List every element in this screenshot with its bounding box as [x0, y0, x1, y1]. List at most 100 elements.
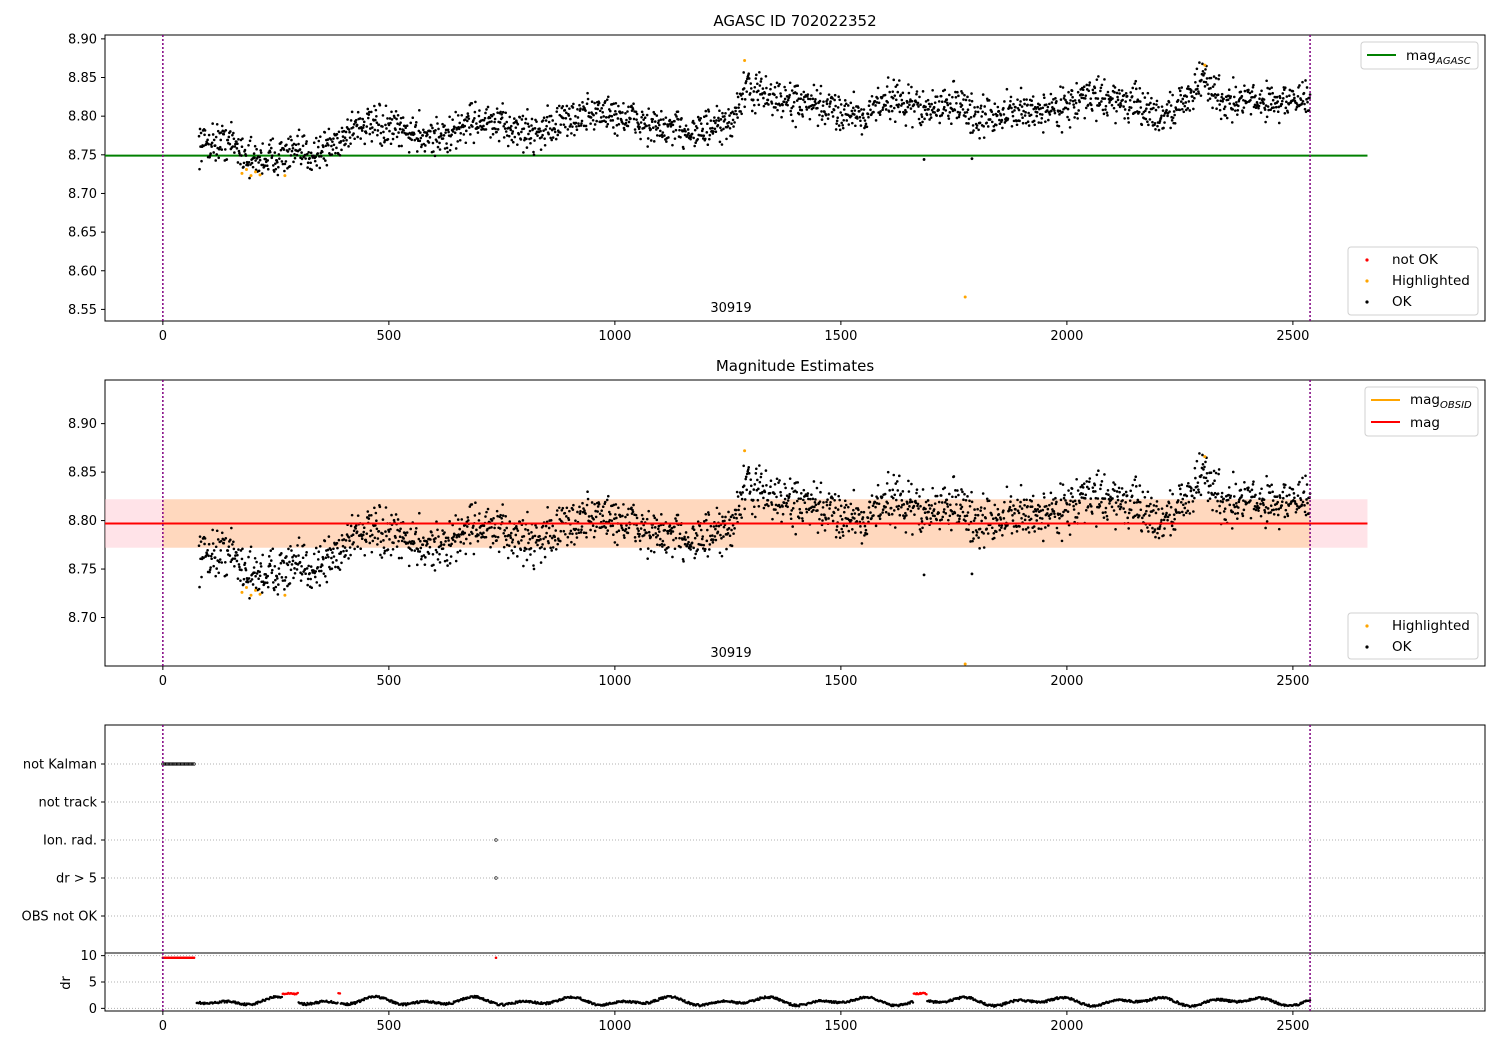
ok-point [775, 81, 779, 85]
ok-point [515, 524, 518, 528]
ok-point [306, 166, 309, 169]
ok-point [1263, 508, 1266, 512]
ok-point [971, 131, 974, 134]
ok-point [819, 490, 822, 494]
ok-point [484, 515, 487, 518]
ok-point [960, 103, 964, 107]
ok-point [1112, 106, 1116, 110]
ok-point [672, 538, 675, 542]
ok-point [382, 539, 385, 542]
ok-point [1275, 95, 1279, 99]
ok-point [532, 564, 535, 567]
ok-point [749, 82, 753, 85]
ok-point [1199, 493, 1203, 497]
ok-point [886, 101, 889, 104]
ok-point [327, 143, 330, 147]
ok-point [1024, 111, 1027, 114]
ok-point [1020, 113, 1023, 116]
ok-point [968, 504, 972, 508]
ok-point [853, 517, 856, 520]
ok-point [1020, 105, 1024, 108]
ok-point [1175, 511, 1178, 514]
ok-point [337, 538, 341, 542]
ok-point [1159, 116, 1163, 120]
ok-point [207, 554, 210, 558]
ok-point [930, 102, 933, 106]
ok-point [414, 121, 418, 124]
ok-point [874, 119, 878, 122]
ok-point [799, 491, 803, 495]
ok-point [649, 535, 653, 539]
ok-point [1044, 120, 1047, 123]
ok-point [458, 549, 462, 553]
ok-point [673, 525, 676, 529]
ok-point [444, 536, 448, 540]
ok-point [900, 505, 903, 509]
ok-point [574, 121, 578, 125]
ok-point [519, 138, 523, 141]
ok-point [937, 100, 941, 103]
ok-point [779, 92, 782, 95]
ok-point [288, 582, 292, 585]
ok-point [289, 568, 293, 572]
ok-point [874, 505, 877, 509]
ok-point [198, 127, 202, 131]
ok-point [783, 85, 786, 89]
ok-point [349, 553, 352, 557]
ok-point [557, 104, 561, 108]
ok-point [724, 515, 727, 519]
ok-point [240, 145, 244, 149]
ok-point [1264, 120, 1267, 124]
ok-point [996, 114, 999, 117]
ok-point [942, 510, 946, 514]
ok-point [982, 546, 986, 549]
ok-point [554, 122, 558, 126]
ok-point [231, 557, 235, 560]
ok-point [1023, 503, 1026, 507]
ok-point [758, 70, 761, 74]
ok-point [260, 172, 264, 175]
ok-point [1204, 460, 1207, 464]
ok-point [985, 527, 989, 531]
ok-point [1113, 86, 1117, 89]
ok-point [693, 144, 696, 148]
ok-point [912, 103, 916, 106]
flag-point [494, 876, 498, 880]
ok-point [571, 125, 574, 129]
ok-point [1144, 109, 1147, 113]
ok-point [966, 511, 970, 514]
ok-point [1140, 530, 1144, 533]
ok-point [435, 140, 439, 143]
ok-point [774, 503, 778, 507]
ok-point [764, 74, 768, 78]
ok-point [1054, 97, 1057, 100]
ok-point [576, 116, 580, 119]
highlighted-point [1203, 455, 1207, 459]
ok-point [739, 94, 743, 97]
ok-point [625, 524, 628, 527]
x-tick-label: 1000 [598, 1019, 631, 1034]
ok-point [1211, 85, 1215, 88]
ok-point [1265, 520, 1269, 523]
agasc-ticks: 0 500 1000 1500 2000 25008.558.608.658.708.75… [68, 32, 1309, 344]
ok-point [421, 134, 425, 137]
ok-point [1196, 485, 1199, 488]
ok-point [1185, 494, 1189, 498]
ok-point [708, 548, 711, 551]
ok-point [805, 108, 809, 111]
ok-point [957, 493, 960, 497]
ok-point [1254, 493, 1257, 497]
ok-point [1015, 525, 1018, 529]
ok-point [1228, 102, 1232, 105]
ok-point [402, 537, 405, 540]
ok-point [910, 482, 913, 486]
ok-point [840, 527, 844, 531]
ok-point [907, 490, 911, 493]
ok-point [978, 136, 981, 140]
ok-point [440, 543, 443, 546]
ok-point [757, 103, 761, 107]
ok-point [1064, 508, 1068, 512]
ok-point [305, 140, 308, 143]
ok-point [962, 498, 965, 502]
ok-point [858, 115, 862, 119]
